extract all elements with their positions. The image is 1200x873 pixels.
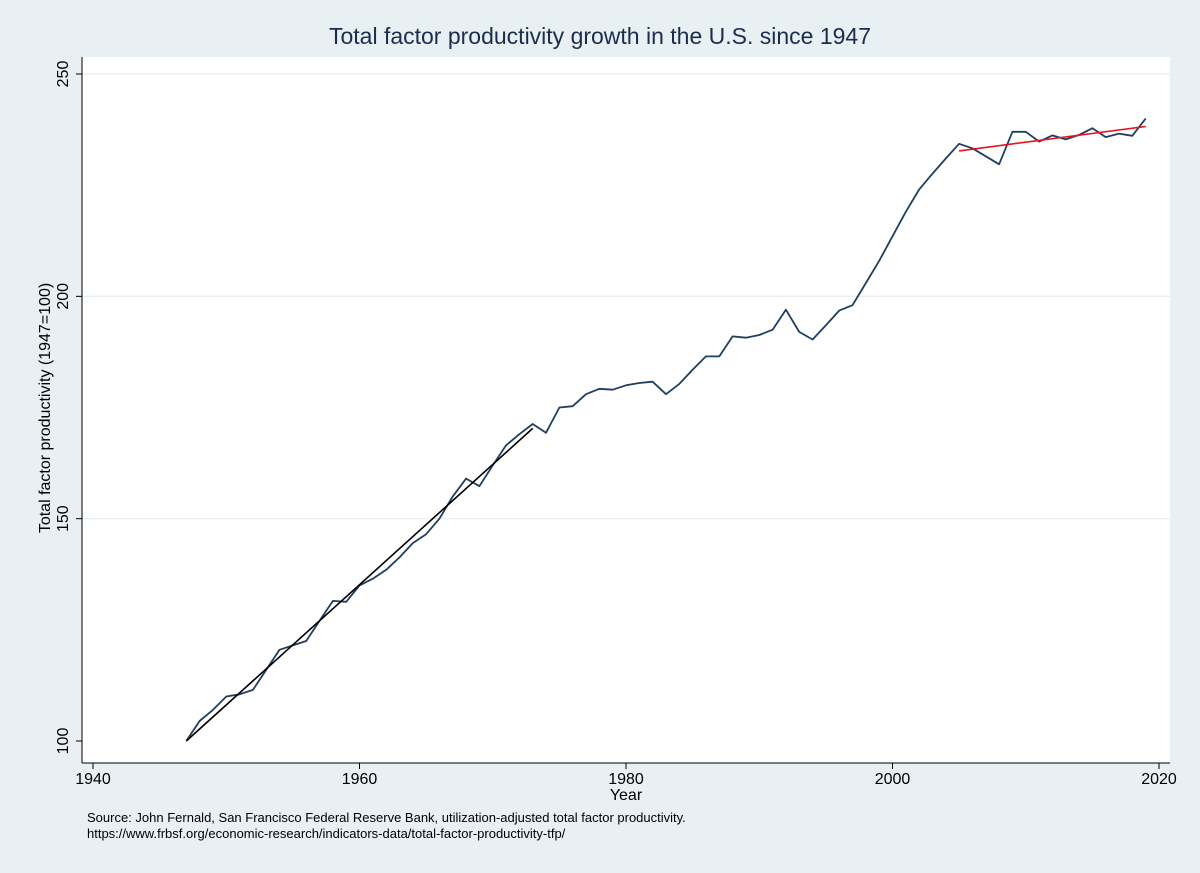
x-tick-label: 1980 bbox=[608, 771, 644, 788]
trend-line-1947-1973 bbox=[185, 427, 534, 742]
y-tick-label: 200 bbox=[55, 283, 72, 310]
x-tick-label: 1960 bbox=[342, 771, 378, 788]
chart-title: Total factor productivity growth in the … bbox=[329, 23, 871, 49]
x-axis-label: Year bbox=[610, 787, 643, 804]
y-tick-label: 150 bbox=[55, 505, 72, 532]
y-tick-label: 250 bbox=[55, 61, 72, 88]
y-axis-label: Total factor productivity (1947=100) bbox=[37, 283, 54, 533]
source-note: Source: John Fernald, San Francisco Fede… bbox=[87, 810, 686, 825]
source-url: https://www.frbsf.org/economic-research/… bbox=[87, 826, 566, 841]
x-tick-label: 1940 bbox=[75, 771, 111, 788]
x-tick-label: 2020 bbox=[1141, 771, 1177, 788]
trend-line-2005-2019 bbox=[958, 125, 1146, 152]
plot-area bbox=[82, 57, 1170, 763]
y-tick-label: 100 bbox=[55, 728, 72, 755]
tfp-series-line bbox=[185, 117, 1147, 742]
x-tick-label: 2000 bbox=[875, 771, 911, 788]
